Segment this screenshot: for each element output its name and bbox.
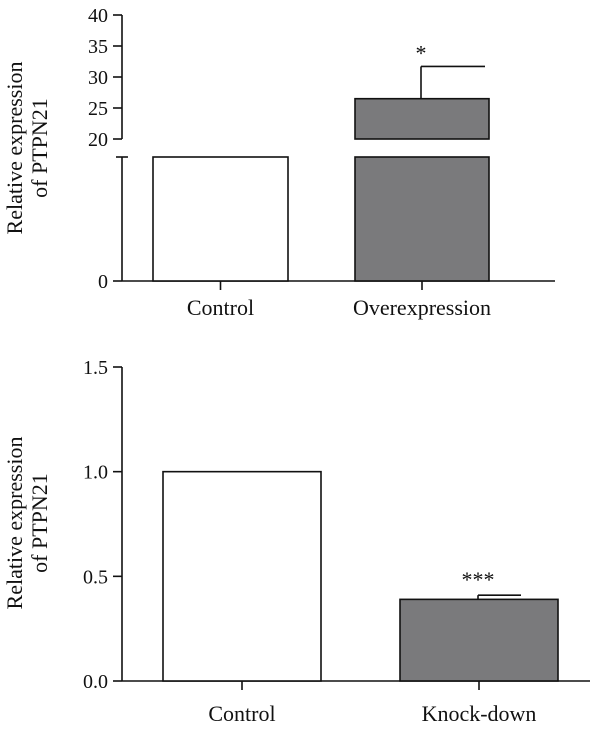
y-tick-label: 20 xyxy=(88,129,108,151)
y-tick-label: 1.0 xyxy=(83,462,108,484)
y-tick-label: 0.0 xyxy=(83,671,108,693)
x-tick-label: Knock-down xyxy=(422,701,537,726)
y-tick-label: 40 xyxy=(88,5,108,27)
y-tick-label: 25 xyxy=(88,98,108,120)
bar-control xyxy=(152,156,289,282)
y-axis-label: Relative expressionof PTPN21 xyxy=(2,62,52,235)
significance-marker: *** xyxy=(462,567,495,592)
x-tick-label: Control xyxy=(208,701,275,726)
bar-overexpression-lower xyxy=(354,156,490,282)
bar-control xyxy=(162,470,322,682)
y-axis-label: Relative expressionof PTPN21 xyxy=(2,437,52,610)
significance-marker: * xyxy=(416,40,427,65)
y-tick-label: 1.5 xyxy=(83,357,108,379)
x-tick-label: Control xyxy=(187,295,254,320)
y-tick-label: 35 xyxy=(88,36,108,58)
bar-overexpression-upper xyxy=(354,97,490,140)
y-tick-label: 0 xyxy=(98,271,108,293)
y-tick-label: 0.5 xyxy=(83,566,108,588)
bar-knock-down xyxy=(399,598,559,682)
x-tick-label: Overexpression xyxy=(353,295,491,320)
y-tick-label: 30 xyxy=(88,67,108,89)
